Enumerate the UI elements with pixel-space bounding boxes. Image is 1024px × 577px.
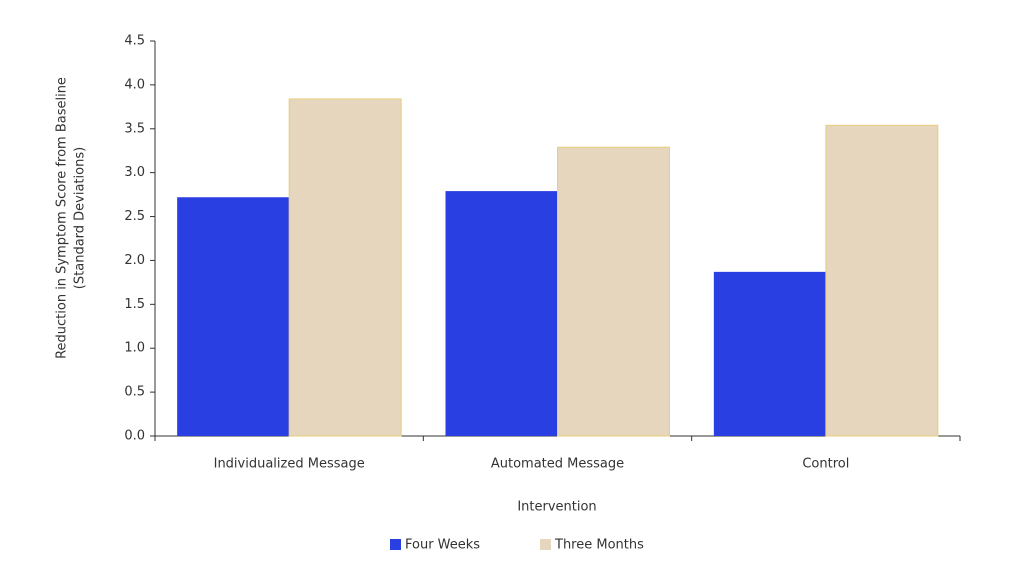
- bar: [445, 191, 558, 436]
- legend-label: Three Months: [554, 538, 644, 553]
- bar: [177, 197, 290, 436]
- y-tick-label: 0.0: [124, 429, 145, 444]
- legend-swatch: [540, 539, 551, 550]
- x-tick-label: Control: [802, 457, 849, 472]
- x-tick-label: Individualized Message: [214, 457, 365, 472]
- y-axis-label: (Standard Deviations): [73, 147, 88, 289]
- x-axis-label: Intervention: [517, 500, 596, 515]
- y-tick-label: 3.5: [124, 121, 145, 136]
- x-tick-label: Automated Message: [491, 457, 624, 472]
- y-tick-label: 2.0: [124, 253, 145, 268]
- y-tick-label: 2.5: [124, 209, 145, 224]
- y-tick-label: 0.5: [124, 385, 145, 400]
- bar: [288, 98, 402, 437]
- y-axis-label: Reduction in Symptom Score from Baseline: [55, 77, 70, 359]
- y-tick-label: 4.0: [124, 77, 145, 92]
- legend-label: Four Weeks: [405, 538, 480, 553]
- bar: [825, 124, 939, 437]
- legend-swatch: [390, 539, 401, 550]
- bar: [713, 271, 826, 436]
- y-tick-label: 1.0: [124, 341, 145, 356]
- y-tick-label: 4.5: [124, 34, 145, 49]
- y-tick-label: 1.5: [124, 297, 145, 312]
- bar: [557, 146, 670, 437]
- y-tick-label: 3.0: [124, 165, 145, 180]
